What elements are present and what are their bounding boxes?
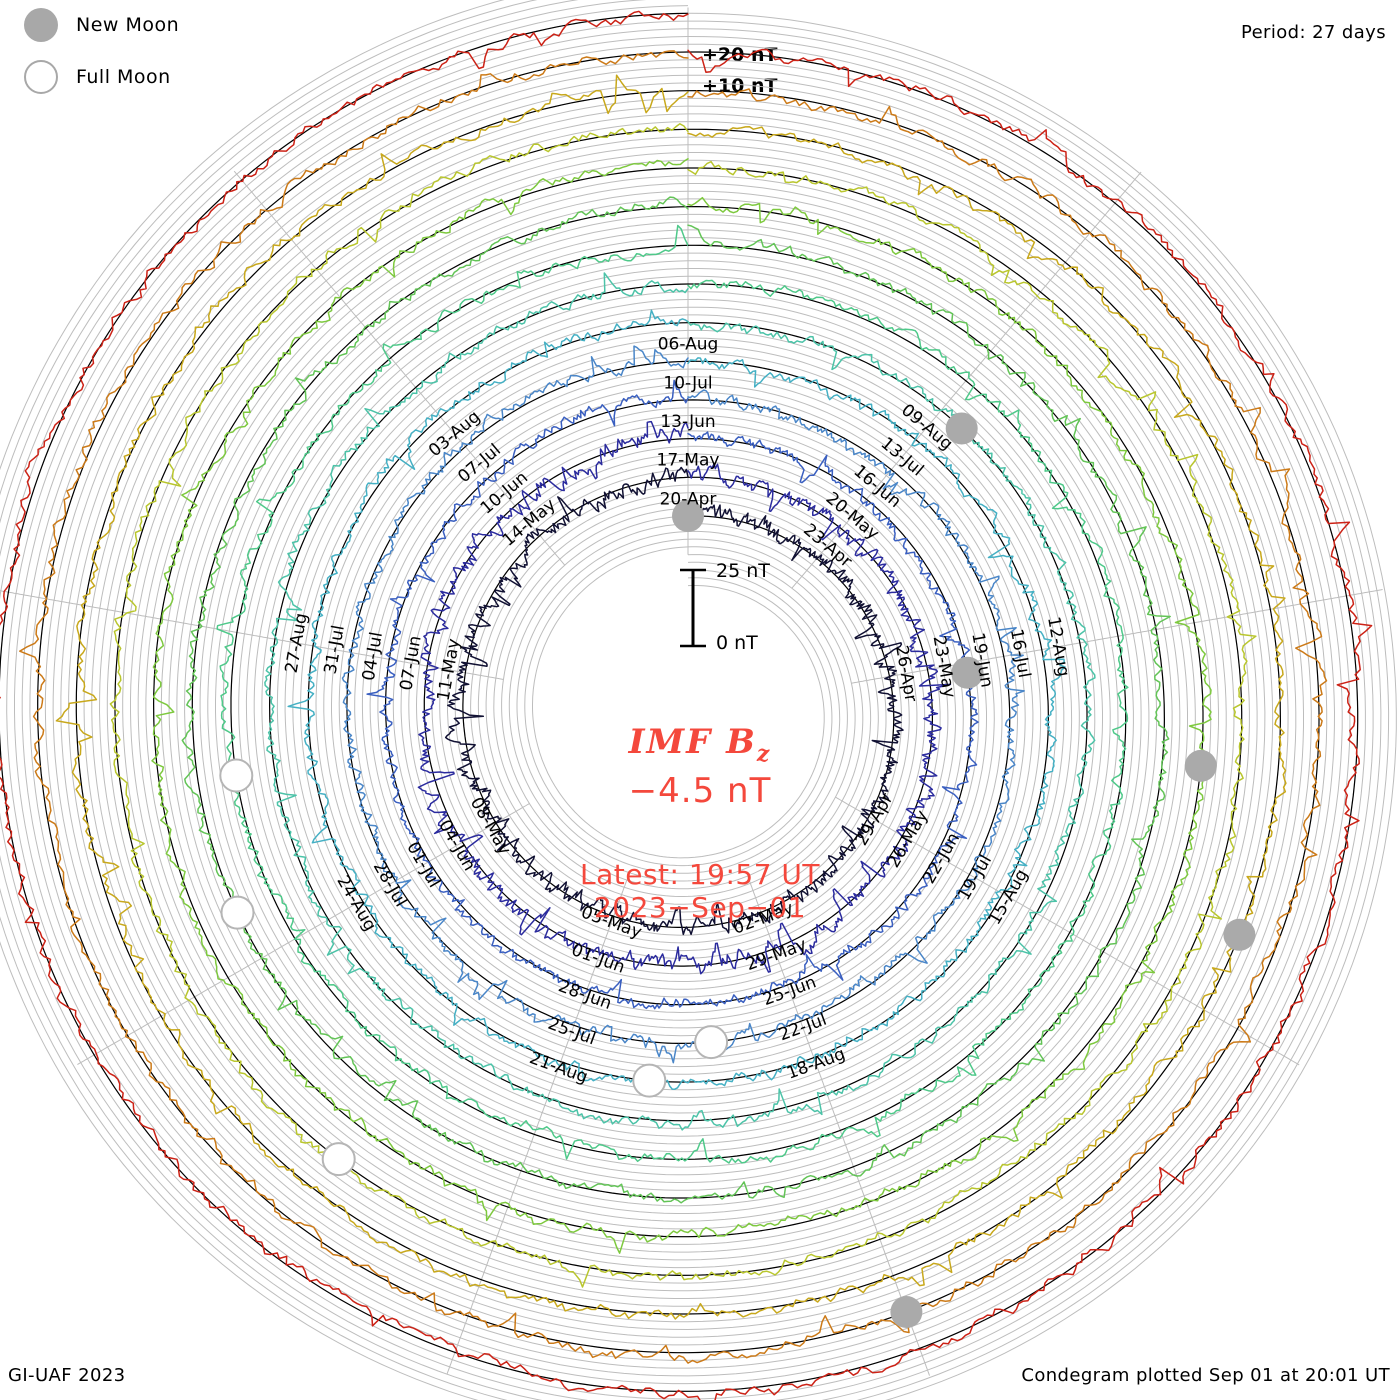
date-label-layer: 20-Apr23-Apr26-Apr29-Apr02-May05-May08-M… bbox=[282, 335, 1074, 1088]
full-moon-marker bbox=[219, 758, 254, 793]
spiral-trace-turn-10 bbox=[55, 74, 1287, 1320]
new-moon-marker bbox=[1184, 749, 1217, 782]
spiral-trace-turn-7 bbox=[181, 196, 1171, 1204]
legend-label-new-moon: New Moon bbox=[76, 14, 180, 36]
date-label: 06-Aug bbox=[658, 335, 719, 355]
scale-bar-top-label: 25 nT bbox=[716, 560, 770, 582]
full-moon-marker bbox=[632, 1063, 667, 1098]
full-moon-icon bbox=[24, 60, 58, 94]
full-moon-marker bbox=[321, 1142, 356, 1177]
imf-bz-title-sub: z bbox=[756, 740, 772, 767]
spiral-trace-turn-8 bbox=[151, 158, 1212, 1254]
new-moon-icon bbox=[24, 8, 58, 42]
period-label: Period: 27 days bbox=[1240, 22, 1386, 43]
spiral-trace-turn-11 bbox=[19, 50, 1328, 1364]
spiral-trace-turn-4 bbox=[287, 309, 1066, 1090]
date-label: 13-Jun bbox=[660, 412, 715, 432]
date-label: 01-Jun bbox=[569, 940, 628, 978]
new-moon-marker bbox=[1223, 918, 1256, 951]
spiral-trace-turn-0 bbox=[444, 466, 904, 936]
full-moon-marker bbox=[694, 1025, 729, 1060]
spiral-trace-turn-6 bbox=[216, 224, 1129, 1164]
date-label: 18-Aug bbox=[784, 1044, 848, 1084]
date-label: 10-Jun bbox=[477, 468, 532, 519]
spiral-trace-turn-1 bbox=[417, 420, 952, 975]
new-moon-marker bbox=[672, 500, 704, 532]
legend-label-full-moon: Full Moon bbox=[76, 66, 171, 88]
scale-bar-bottom-label: 0 nT bbox=[716, 632, 758, 654]
imf-bz-value: −4.5 nT bbox=[628, 770, 772, 811]
date-label: 23-May bbox=[929, 634, 960, 699]
new-moon-marker bbox=[890, 1296, 923, 1328]
date-label: 17-May bbox=[657, 451, 720, 471]
date-label: 07-Jun bbox=[396, 634, 425, 692]
latest-readout: Latest: 19:57 UT 2023−Sep−01 bbox=[0, 858, 1400, 924]
date-label: 21-Aug bbox=[527, 1048, 591, 1088]
latest-time: Latest: 19:57 UT bbox=[579, 858, 821, 891]
date-label: 25-Jun bbox=[760, 972, 819, 1010]
date-label: 12-Aug bbox=[1043, 615, 1073, 678]
scale-bar-icon bbox=[680, 568, 706, 648]
plotted-timestamp: Condegram plotted Sep 01 at 20:01 UT bbox=[1021, 1365, 1390, 1386]
date-label: 29-May bbox=[743, 935, 809, 975]
date-label: 28-Jun bbox=[556, 976, 615, 1014]
date-label: 20-Apr bbox=[660, 489, 717, 509]
full-moon-marker bbox=[220, 895, 255, 930]
date-label: 31-Jul bbox=[321, 624, 349, 676]
new-moon-marker bbox=[951, 656, 984, 689]
date-label: 22-Jul bbox=[776, 1010, 829, 1046]
spiral-trace-turn-5 bbox=[264, 272, 1096, 1131]
date-label: 25-Jul bbox=[545, 1014, 598, 1050]
date-label: 04-Jul bbox=[359, 630, 387, 682]
credit-label: GI-UAF 2023 bbox=[8, 1365, 126, 1386]
imf-bz-title-main: IMF B bbox=[628, 722, 757, 762]
legend-item-new-moon: New Moon bbox=[24, 8, 179, 42]
latest-date: 2023−Sep−01 bbox=[593, 891, 807, 924]
spiral-trace-turn-2 bbox=[366, 379, 979, 1010]
legend-item-full-moon: Full Moon bbox=[24, 60, 171, 94]
moon-marker-layer bbox=[219, 412, 1256, 1328]
spiral-trace-turn-12 bbox=[0, 10, 1373, 1400]
spiral-trace-turn-3 bbox=[341, 345, 1025, 1064]
imf-bz-title: IMF Bz bbox=[0, 722, 1400, 767]
date-label: 10-Jul bbox=[663, 373, 712, 393]
center-readout: IMF Bz −4.5 nT bbox=[0, 722, 1400, 811]
trace-layer bbox=[0, 10, 1373, 1400]
new-moon-marker bbox=[945, 412, 978, 445]
spiral-trace-turn-9 bbox=[109, 123, 1257, 1288]
